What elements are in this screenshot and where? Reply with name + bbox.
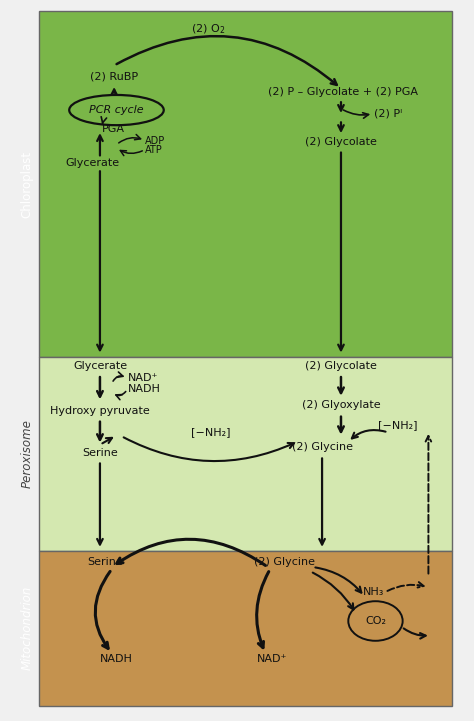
Text: ATP: ATP <box>145 145 163 154</box>
Text: NAD⁺: NAD⁺ <box>257 654 288 664</box>
Bar <box>38 551 452 706</box>
Text: PCR cycle: PCR cycle <box>89 105 144 115</box>
Text: Glycerate: Glycerate <box>66 158 120 167</box>
Ellipse shape <box>69 95 164 125</box>
Text: (2) Pᴵ: (2) Pᴵ <box>374 109 402 119</box>
Text: (2) RuBP: (2) RuBP <box>90 71 138 81</box>
Bar <box>38 12 452 357</box>
Text: Serine: Serine <box>82 448 118 458</box>
Ellipse shape <box>348 601 402 641</box>
Text: (2) Glycolate: (2) Glycolate <box>305 138 377 148</box>
Text: NADH: NADH <box>100 654 133 664</box>
Text: Glycerate: Glycerate <box>73 361 127 371</box>
Text: PGA: PGA <box>102 124 125 134</box>
Text: (2) Glyoxylate: (2) Glyoxylate <box>301 400 380 410</box>
Text: NAD⁺: NAD⁺ <box>128 373 159 383</box>
Text: NADH: NADH <box>128 384 161 394</box>
Text: (2) Glycine: (2) Glycine <box>292 442 353 452</box>
Text: [−NH₂]: [−NH₂] <box>378 420 418 430</box>
Text: [−NH₂]: [−NH₂] <box>191 428 231 438</box>
Bar <box>38 357 452 551</box>
Text: NH₃: NH₃ <box>364 587 385 597</box>
Text: Mitochondrion: Mitochondrion <box>20 586 33 671</box>
Text: CO₂: CO₂ <box>365 616 386 626</box>
Text: Serine: Serine <box>87 557 123 567</box>
Text: Hydroxy pyruvate: Hydroxy pyruvate <box>50 406 150 416</box>
Text: Peroxisome: Peroxisome <box>20 420 33 489</box>
Text: (2) Glycine: (2) Glycine <box>254 557 315 567</box>
Text: Chloroplast: Chloroplast <box>20 151 33 218</box>
Text: (2) O$_2$: (2) O$_2$ <box>191 22 226 36</box>
Text: (2) Glycolate: (2) Glycolate <box>305 361 377 371</box>
Text: ADP: ADP <box>145 136 165 146</box>
Text: (2) P – Glycolate + (2) PGA: (2) P – Glycolate + (2) PGA <box>268 87 419 97</box>
